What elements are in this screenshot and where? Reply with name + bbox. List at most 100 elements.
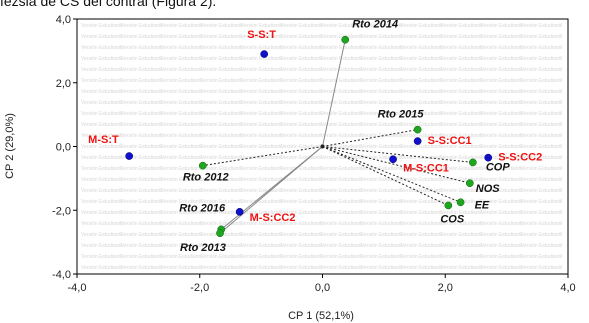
- watermark-text: Versión Estudiantil: [281, 111, 322, 117]
- header-text: fezsia de CS del contrál (Figura 2).: [0, 0, 217, 9]
- vector-nos: [322, 146, 470, 184]
- x-tick-label: 4,0: [560, 282, 575, 294]
- watermark-text: Versión Estudiantil: [321, 221, 362, 227]
- watermark-text: Versión Estudiantil: [481, 254, 522, 260]
- point-s-s-cc1: [413, 137, 422, 145]
- watermark-text: Versión Estudiantil: [281, 265, 322, 271]
- watermark-text: Versión Estudiantil: [201, 144, 242, 150]
- watermark-text: Versión Estudiantil: [321, 89, 362, 95]
- watermark-text: Versión Estudiantil: [161, 199, 202, 205]
- vector-cos: [322, 146, 449, 206]
- watermark-text: Versión Estudiantil: [81, 210, 122, 216]
- watermark-text: Versión Estudiantil: [521, 78, 562, 84]
- watermark-text: Versión Estudiantil: [121, 56, 162, 62]
- point-cop: [469, 158, 477, 167]
- watermark-text: Versión Estudiantil: [481, 210, 522, 216]
- point-m-s-cc1: [389, 155, 397, 164]
- watermark-text: Versión Estudiantil: [201, 221, 242, 227]
- watermark-text: Versión Estudiantil: [121, 188, 162, 194]
- watermark-text: Versión Estudiantil: [521, 254, 562, 260]
- watermark-text: Versión Estudiantil: [401, 78, 442, 84]
- watermark-text: Versión Estudiantil: [321, 210, 362, 216]
- watermark-text: Versión Estudiantil: [121, 232, 162, 238]
- watermark-text: Versión Estudiantil: [361, 221, 402, 227]
- watermark-text: Versión Estudiantil: [321, 166, 362, 172]
- watermark-text: Versión Estudiantil: [321, 111, 362, 117]
- watermark-text: Versión Estudiantil: [521, 144, 562, 150]
- watermark-text: Versión Estudiantil: [201, 45, 242, 51]
- watermark-text: Versión Estudiantil: [521, 122, 562, 128]
- watermark-text: Versión Estudiantil: [481, 188, 522, 194]
- watermark-text: Versión Estudiantil: [521, 166, 562, 172]
- watermark-text: Versión Estudiantil: [441, 166, 482, 172]
- watermark-text: Versión Estudiantil: [481, 67, 522, 73]
- watermark-text: Versión Estudiantil: [81, 265, 122, 271]
- vector-ee: [322, 146, 461, 203]
- watermark-text: Versión Estudiantil: [201, 89, 242, 95]
- watermark-text: Versión Estudiantil: [321, 34, 362, 40]
- data-points: [125, 35, 493, 238]
- watermark-text: Versión Estudiantil: [81, 232, 122, 238]
- watermark-text: Versión Estudiantil: [401, 188, 442, 194]
- watermark-text: Versión Estudiantil: [81, 144, 122, 150]
- watermark-text: Versión Estudiantil: [321, 177, 362, 183]
- watermark-text: Versión Estudiantil: [281, 100, 322, 106]
- watermark-text: Versión Estudiantil: [401, 166, 442, 172]
- vector-rto-2013: [219, 146, 323, 234]
- watermark-text: Versión Estudiantil: [161, 78, 202, 84]
- watermark-text: Versión Estudiantil: [481, 265, 522, 271]
- watermark-text: Versión Estudiantil: [361, 155, 402, 161]
- watermark-text: Versión Estudiantil: [201, 56, 242, 62]
- watermark-text: Versión Estudiantil: [81, 166, 122, 172]
- watermark-text: Versión Estudiantil: [201, 188, 242, 194]
- watermark-text: Versión Estudiantil: [481, 155, 522, 161]
- watermark-text: Versión Estudiantil: [161, 221, 202, 227]
- watermark-text: Versión Estudiantil: [121, 177, 162, 183]
- watermark-text: Versión Estudiantil: [441, 56, 482, 62]
- point-s-s-cc2: [484, 153, 493, 162]
- vector-cop: [322, 146, 473, 163]
- watermark-text: Versión Estudiantil: [281, 188, 322, 194]
- watermark-text: Versión Estudiantil: [361, 45, 402, 51]
- watermark-text: Versión Estudiantil: [241, 199, 282, 205]
- watermark-text: Versión Estudiantil: [81, 23, 122, 29]
- watermark-text: Versión Estudiantil: [441, 254, 482, 260]
- watermark-text: Versión Estudiantil: [81, 89, 122, 95]
- watermark-text: Versión Estudiantil: [81, 188, 122, 194]
- watermark-text: Versión Estudiantil: [321, 199, 362, 205]
- watermark-text: Versión Estudiantil: [121, 67, 162, 73]
- watermark-text: Versión Estudiantil: [521, 67, 562, 73]
- watermark-text: Versión Estudiantil: [361, 56, 402, 62]
- y-tick-label: 0,0: [56, 142, 71, 154]
- watermark-text: Versión Estudiantil: [241, 177, 282, 183]
- watermark-text: Versión Estudiantil: [81, 254, 122, 260]
- watermark-text: Versión Estudiantil: [361, 177, 402, 183]
- watermark-text: Versión Estudiantil: [401, 89, 442, 95]
- watermark-text: Versión Estudiantil: [161, 56, 202, 62]
- watermark-text: Versión Estudiantil: [241, 23, 282, 29]
- label-m-s-t: M-S:T: [88, 134, 119, 146]
- label-cop: COP: [486, 161, 511, 173]
- watermark-text: Versión Estudiantil: [121, 221, 162, 227]
- axis-ticks: -4,0 -2,0 0,0 2,0 4,0 -4,0 -2,0 0,0 2,0 4,0: [52, 14, 576, 294]
- watermark-text: Versión Estudiantil: [481, 100, 522, 106]
- watermark-text: Versión Estudiantil: [201, 78, 242, 84]
- watermark-text: Versión Estudiantil: [121, 23, 162, 29]
- watermark-text: Versión Estudiantil: [161, 177, 202, 183]
- watermark-text: Versión Estudiantil: [161, 144, 202, 150]
- watermark-text: Versión Estudiantil: [401, 177, 442, 183]
- watermark-text: Versión Estudiantil: [201, 177, 242, 183]
- watermark-text: Versión Estudiantil: [361, 122, 402, 128]
- watermark-text: Versión Estudiantil: [81, 243, 122, 249]
- watermark-text: Versión Estudiantil: [441, 243, 482, 249]
- x-tick-label: 2,0: [438, 282, 453, 294]
- watermark-text: Versión Estudiantil: [401, 23, 442, 29]
- watermark-text: Versión Estudiantil: [481, 111, 522, 117]
- watermark-text: Versión Estudiantil: [521, 56, 562, 62]
- watermark-text: Versión Estudiantil: [161, 188, 202, 194]
- watermark-text: Versión Estudiantil: [361, 111, 402, 117]
- watermark-text: Versión Estudiantil: [361, 89, 402, 95]
- watermark-text: Versión Estudiantil: [521, 45, 562, 51]
- watermark-text: Versión Estudiantil: [281, 199, 322, 205]
